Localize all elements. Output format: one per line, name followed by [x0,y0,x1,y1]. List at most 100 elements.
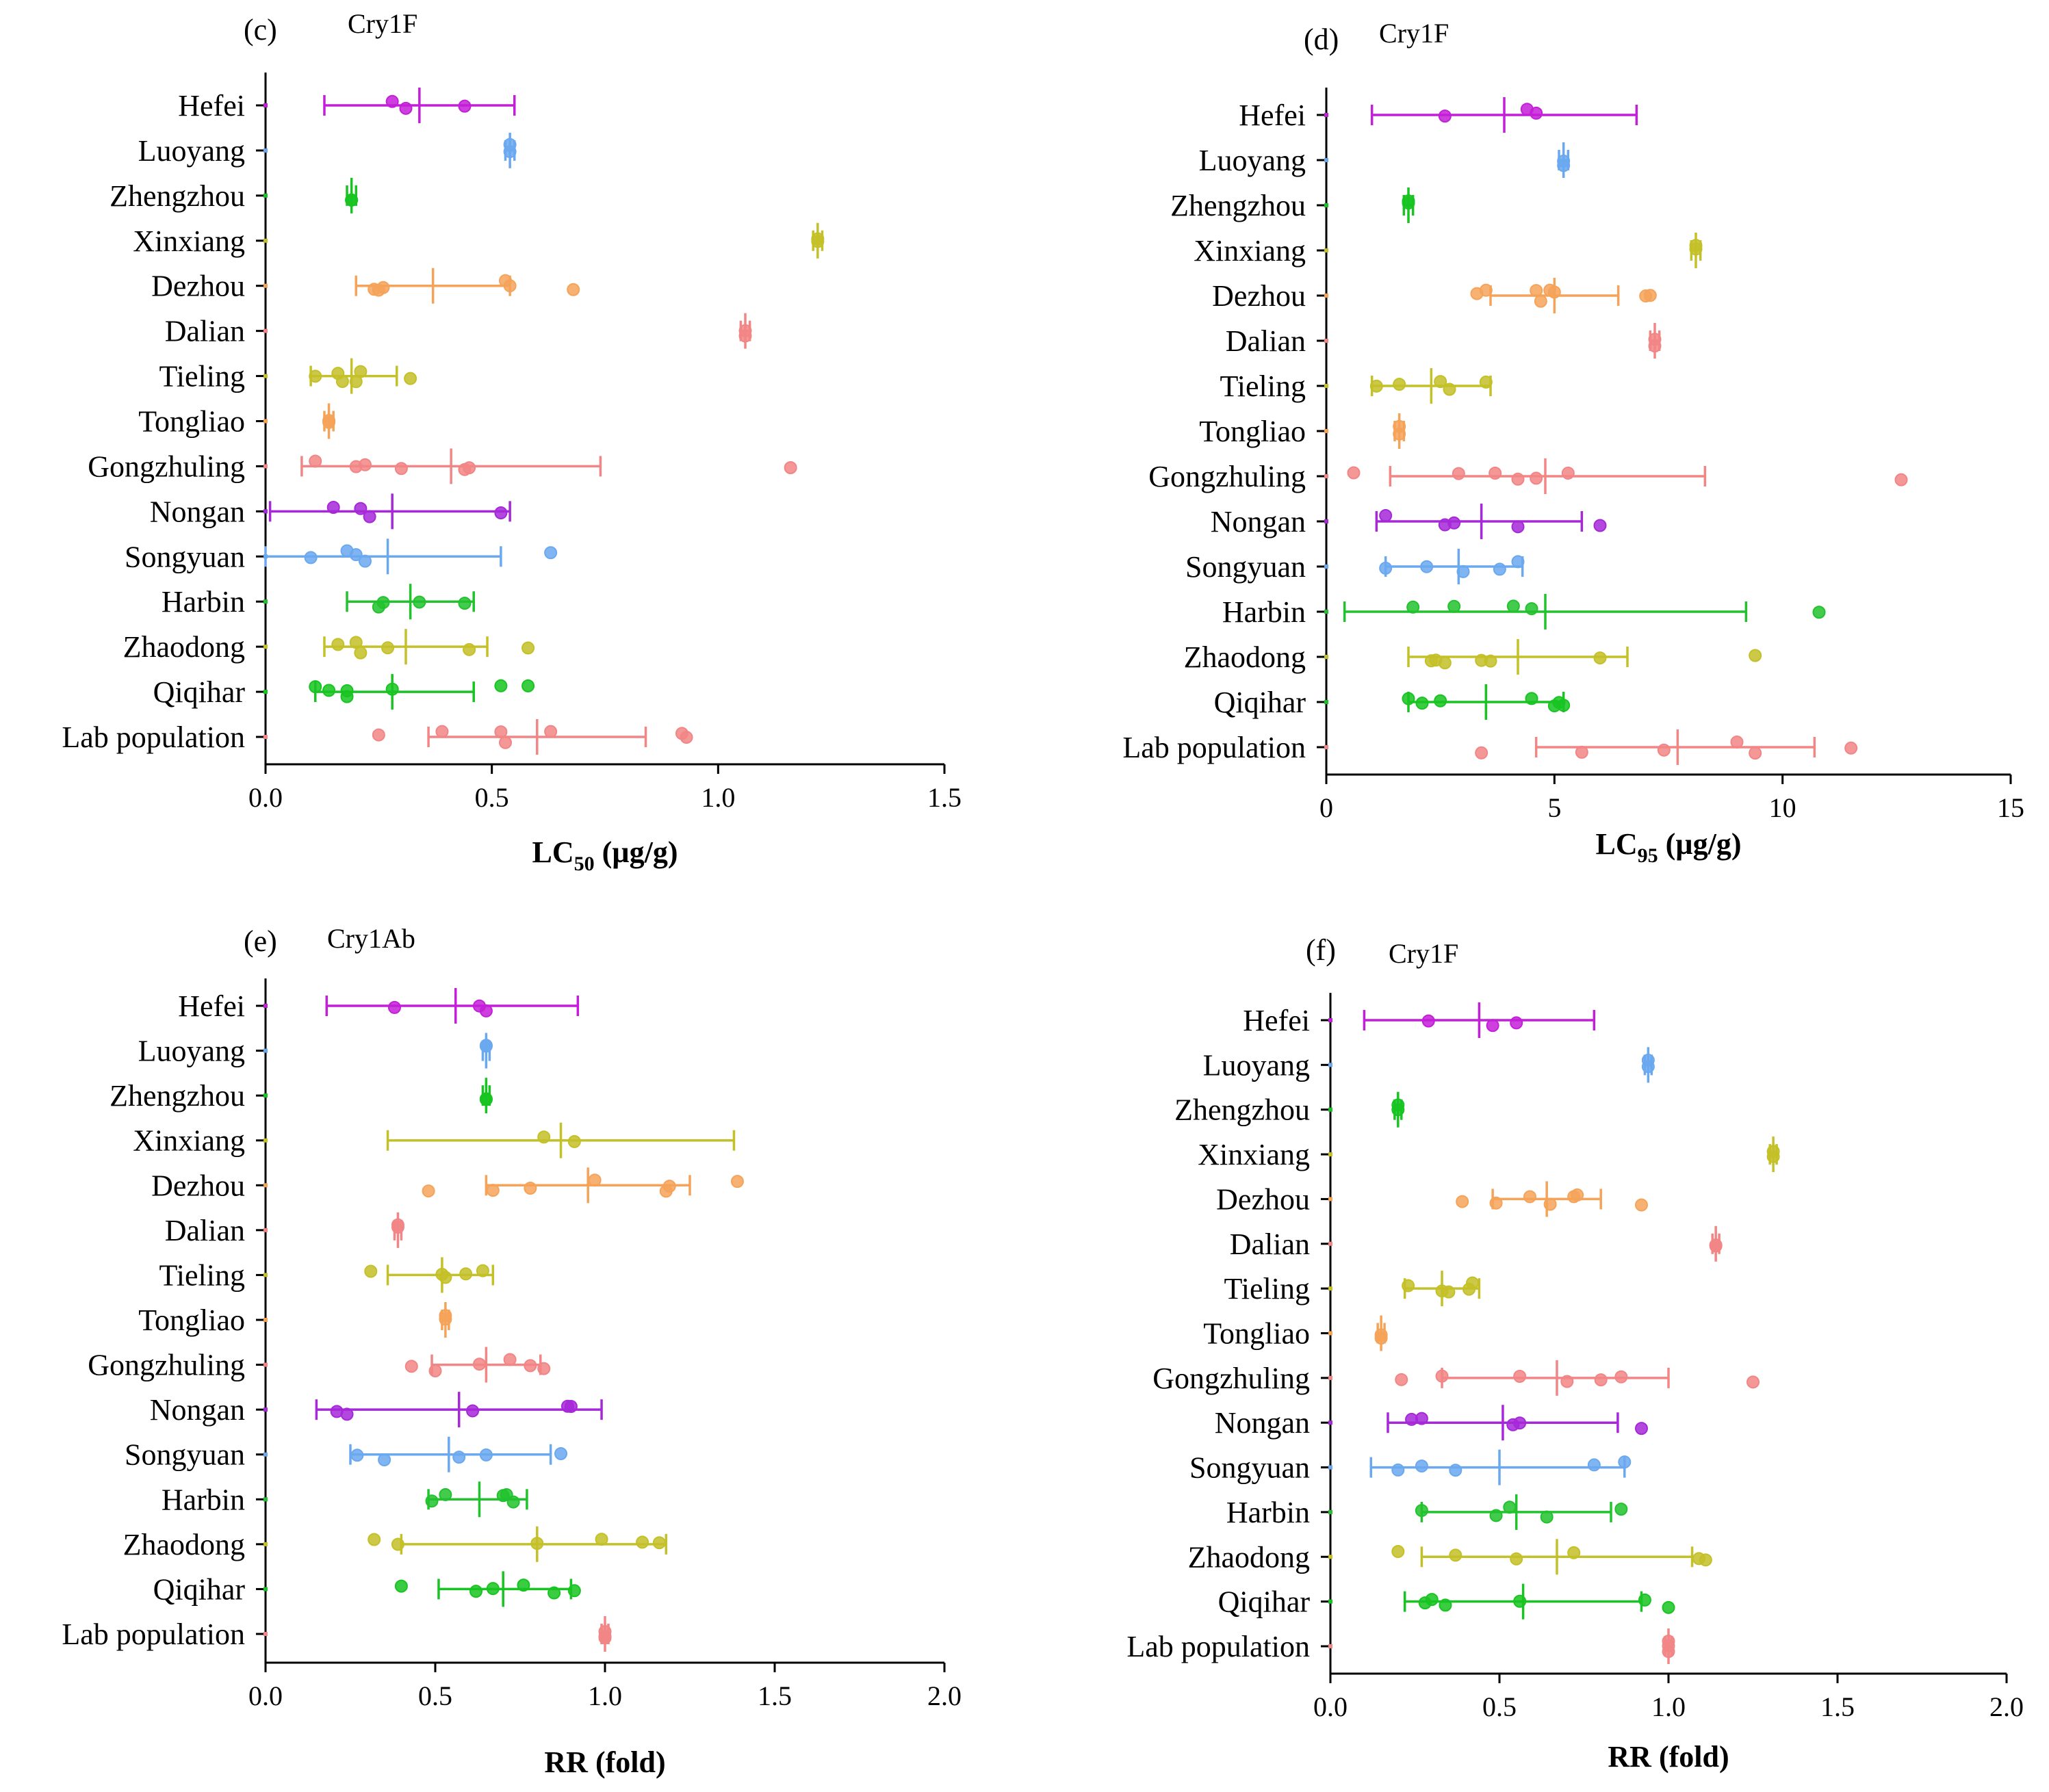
data-point [1425,1593,1439,1607]
data-point [1618,1455,1632,1469]
axis-marker [1324,700,1328,704]
data-point [385,94,399,108]
data-point [479,1448,493,1462]
data-point [636,1535,649,1549]
category-label: Songyuan [1189,1451,1310,1485]
data-point [309,680,322,694]
category-label: Songyuan [125,540,245,573]
axis-marker [1328,1331,1332,1336]
data-point [1594,1373,1608,1387]
x-tick-label: 0.5 [475,782,509,813]
axis-marker [1328,1375,1332,1380]
category-label: Dezhou [1216,1182,1310,1216]
data-point [1530,471,1543,485]
x-tick-label: 2.0 [1989,1691,2024,1722]
category-label: Lab population [1126,1630,1310,1663]
data-point [309,454,322,468]
data-point [1749,649,1762,662]
panel-e: (e) Cry1Ab 0.0 0.5 1.0 1.5 2.0 RR (fold) Hefei Lu… [62,923,962,1779]
axis-marker [263,599,268,604]
data-point [1503,1501,1517,1514]
category-label: Harbin [1222,595,1306,629]
data-point [1689,242,1703,256]
axis-marker [1328,1107,1332,1112]
axis-marker [263,1048,268,1053]
category-label: Tieling [159,1258,245,1292]
panel-title: Cry1F [348,8,417,39]
data-point [466,1404,480,1418]
data-point [326,500,340,514]
axis-marker [263,1183,268,1188]
panel-title: Cry1F [1389,938,1458,969]
data-point [811,235,825,248]
x-tick-label: 1.5 [1820,1691,1855,1722]
data-point [521,679,535,692]
axis-marker [1328,1152,1332,1157]
data-point [486,1582,500,1596]
data-point [503,279,517,293]
x-axis-title: RR (fold) [1608,1740,1729,1774]
data-point [1749,746,1762,760]
data-point [1391,1103,1405,1117]
data-point [564,1399,578,1413]
data-point [1420,560,1434,573]
axis-marker [263,1542,268,1546]
data-point [524,1182,537,1195]
axis-marker [263,509,268,514]
data-point [1452,467,1465,480]
data-point [1557,699,1571,712]
category-label: Nongan [150,1393,245,1427]
x-tick-label: 1.0 [588,1680,622,1711]
data-point [1465,1276,1479,1290]
category-label: Luoyang [138,1035,245,1068]
data-point [662,1180,676,1193]
data-point [358,554,372,568]
x-axis-title-subscript: 95 [1638,844,1658,867]
data-point [567,1134,581,1148]
category-label: Zhaodong [1184,640,1306,674]
data-point [537,1362,551,1375]
data-point [1593,519,1607,532]
x-axis-title-unit: (µg/g) [595,835,678,869]
data-point [1511,520,1525,534]
data-point [1379,561,1393,575]
axis-marker [1324,339,1328,343]
data-point [1561,466,1575,480]
data-point [1657,743,1671,757]
data-point [588,1173,602,1187]
data-point [349,548,363,562]
category-label: Xinxiang [133,1124,245,1158]
data-point [544,725,558,738]
data-point [652,1536,666,1550]
data-point [1812,606,1826,619]
data-point [1449,1548,1462,1562]
category-label: Nongan [1215,1406,1310,1440]
data-point [363,510,376,523]
data-point [530,1537,544,1550]
axis-marker [1324,655,1328,659]
data-point [499,736,513,749]
axis-marker [263,1273,268,1277]
data-point [391,1218,404,1232]
axis-marker [1328,1509,1332,1514]
data-point [350,1449,364,1462]
axis-marker [1324,610,1328,614]
panel-letter: (e) [244,924,277,958]
category-label: Zhengzhou [1174,1093,1310,1127]
x-tick-label: 5 [1547,792,1561,823]
data-point [1513,1594,1527,1608]
category-label: Zhengzhou [1170,189,1306,222]
data-point [368,1533,381,1546]
data-point [1540,1510,1554,1524]
data-point [567,283,580,296]
category-label: Tongliao [1199,415,1306,448]
panel-letter: (d) [1304,23,1339,56]
category-label: Zhengzhou [109,1079,245,1113]
x-tick-label: 0.5 [1482,1691,1517,1722]
data-point [354,365,368,378]
data-point [413,595,426,609]
axis-marker [1324,474,1328,478]
data-point [1547,285,1561,299]
data-point [544,546,558,560]
